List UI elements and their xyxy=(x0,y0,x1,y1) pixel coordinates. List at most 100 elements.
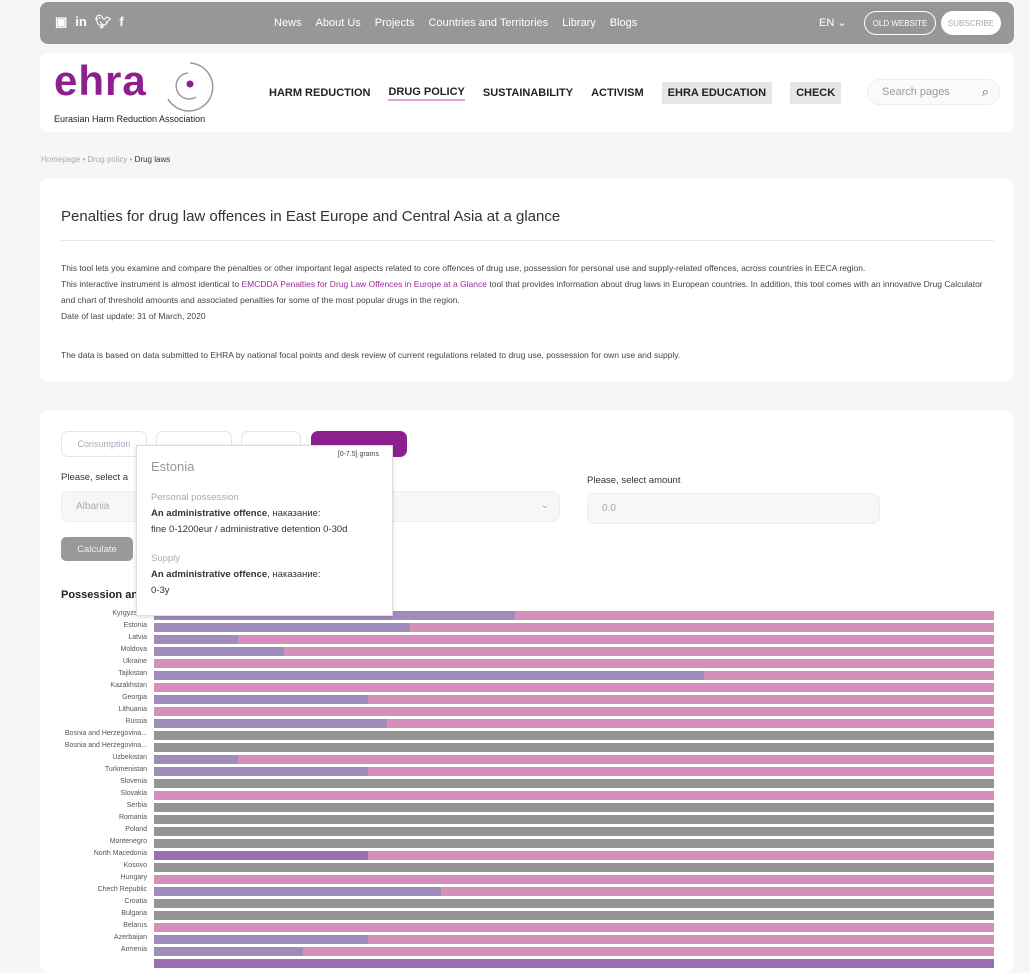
bar-pink-segment[interactable] xyxy=(238,755,994,764)
row-label: Tajikistan xyxy=(118,670,147,677)
linkedin-icon[interactable]: in xyxy=(75,14,87,29)
bar-gray-segment[interactable] xyxy=(154,863,994,872)
row-label: North Macedonia xyxy=(93,850,147,857)
bar-purple-segment[interactable] xyxy=(154,623,411,632)
row-label: Kyrgyzstan xyxy=(112,610,147,617)
bar-pink-segment[interactable] xyxy=(515,611,994,620)
nav-drug-policy[interactable]: DRUG POLICY xyxy=(388,86,465,101)
bar-pink-segment[interactable] xyxy=(154,791,994,800)
search-input[interactable]: Search pages ⌕ xyxy=(867,79,1000,105)
bar-gray-segment[interactable] xyxy=(154,779,994,788)
bar-gray-segment[interactable] xyxy=(154,731,994,740)
bar-pink-segment[interactable] xyxy=(368,767,994,776)
nav-activism[interactable]: ACTIVISM xyxy=(591,87,644,99)
tooltip-range: [0-7.5] grams xyxy=(337,451,379,458)
bar-gray-segment[interactable] xyxy=(154,815,994,824)
bar-pink-segment[interactable] xyxy=(154,923,994,932)
divider xyxy=(61,240,994,241)
logo[interactable]: ehra xyxy=(54,57,147,104)
intro-text-2a: This interactive instrument is almost id… xyxy=(61,279,242,289)
breadcrumb: Homepage • Drug policy • Drug laws xyxy=(41,155,171,164)
breadcrumb-homepage[interactable]: Homepage xyxy=(41,155,81,164)
row-label: Uzbekistan xyxy=(112,754,147,761)
bar-purple-segment[interactable] xyxy=(154,635,238,644)
bar-pink-segment[interactable] xyxy=(368,851,994,860)
bar-gray-segment[interactable] xyxy=(154,827,994,836)
nav-harm-reduction[interactable]: HARM REDUCTION xyxy=(269,87,371,99)
tooltip-supply-suffix: , наказание: xyxy=(267,569,321,580)
bar-pink-segment[interactable] xyxy=(154,659,994,668)
intro-card: Penalties for drug law offences in East … xyxy=(40,178,1014,382)
drug-calculator-card: Consumption Please, select a Albania ⌄ P… xyxy=(40,410,1014,973)
bar-purple-segment[interactable] xyxy=(154,947,303,956)
bar-pink-segment[interactable] xyxy=(410,623,994,632)
bar-purple-segment[interactable] xyxy=(154,719,387,728)
main-nav: HARM REDUCTION DRUG POLICY SUSTAINABILIT… xyxy=(269,82,842,104)
facebook-icon[interactable]: f xyxy=(119,14,124,29)
top-nav-projects[interactable]: Projects xyxy=(374,17,415,29)
bar-purple-segment[interactable] xyxy=(154,767,369,776)
bar-pink-segment[interactable] xyxy=(154,707,994,716)
bar-gray-segment[interactable] xyxy=(154,911,994,920)
bar-purple-segment[interactable] xyxy=(154,695,369,704)
row-label: Belarus xyxy=(123,922,147,929)
bar-purple-segment[interactable] xyxy=(154,671,705,680)
data-source-note: The data is based on data submitted to E… xyxy=(61,350,681,360)
chevron-down-icon: ⌄ xyxy=(540,500,549,511)
bar-pink-segment[interactable] xyxy=(154,875,994,884)
nav-check[interactable]: CHECK xyxy=(790,82,842,104)
row-label: Turkmenistan xyxy=(104,766,147,773)
nav-ehra-education[interactable]: EHRA EDUCATION xyxy=(661,82,773,104)
bar-pink-segment[interactable] xyxy=(386,719,994,728)
old-website-button[interactable]: OLD WEBSITE xyxy=(864,11,936,35)
twitter-icon[interactable]: 🐦︎ xyxy=(94,14,112,29)
row-label: Ukraine xyxy=(122,658,147,665)
breadcrumb-drug-policy[interactable]: Drug policy xyxy=(87,155,128,164)
bar-purple-segment[interactable] xyxy=(154,887,442,896)
bar-gray-segment[interactable] xyxy=(154,899,994,908)
bar-pink-segment[interactable] xyxy=(284,647,994,656)
top-nav-library[interactable]: Library xyxy=(562,17,596,29)
country-label: Please, select a xyxy=(61,472,129,483)
breadcrumb-current: Drug laws xyxy=(134,155,171,164)
row-label: Azerbaijan xyxy=(113,934,147,941)
amount-value: 0.0 xyxy=(602,503,616,514)
bar-gray-segment[interactable] xyxy=(154,803,994,812)
bar-gray-segment[interactable] xyxy=(154,839,994,848)
bar-purple-segment[interactable] xyxy=(154,755,238,764)
bar-pink-segment[interactable] xyxy=(154,683,994,692)
bar-pink-segment[interactable] xyxy=(441,887,994,896)
top-nav-countries[interactable]: Countries and Territories xyxy=(428,17,549,29)
bar-pink-segment[interactable] xyxy=(302,947,994,956)
search-icon[interactable]: ⌕ xyxy=(981,84,989,99)
amount-input[interactable]: 0.0 xyxy=(587,493,880,524)
youtube-icon[interactable]: ▣ xyxy=(55,14,68,29)
nav-sustainability[interactable]: SUSTAINABILITY xyxy=(482,87,574,99)
tab-consumption[interactable]: Consumption xyxy=(61,431,147,457)
emcdda-link[interactable]: EMCDDA Penalties for Drug Law Offences i… xyxy=(241,279,487,289)
bar-pink-segment[interactable] xyxy=(368,695,994,704)
row-label: Latvia xyxy=(128,634,147,641)
tooltip-possession-heading: Personal possession xyxy=(151,492,239,503)
bar-purple-segment[interactable] xyxy=(154,647,285,656)
bar-pink-segment[interactable] xyxy=(368,935,994,944)
top-nav-news[interactable]: News xyxy=(274,17,302,29)
top-nav-blogs[interactable]: Blogs xyxy=(609,17,638,29)
row-label: Romania xyxy=(118,814,147,821)
calculate-button[interactable]: Calculate xyxy=(61,537,133,561)
bar-pink-segment[interactable] xyxy=(704,671,994,680)
subscribe-button[interactable]: SUBSCRIBE xyxy=(941,11,1001,35)
logo-subtitle: Eurasian Harm Reduction Association xyxy=(54,114,206,124)
main-header: ehra Eurasian Harm Reduction Association… xyxy=(40,53,1014,132)
row-label: Croatia xyxy=(124,898,147,905)
row-label: Georgia xyxy=(122,694,147,701)
language-select[interactable]: EN ⌄ xyxy=(819,16,847,29)
bar-purple-segment[interactable] xyxy=(154,935,369,944)
bar-pink-segment[interactable] xyxy=(238,635,994,644)
bar-partial-row[interactable] xyxy=(154,959,994,968)
row-label: Slovenia xyxy=(120,778,147,785)
chevron-down-icon: ⌄ xyxy=(837,17,847,29)
bar-gray-segment[interactable] xyxy=(154,743,994,752)
bar-purple-segment[interactable] xyxy=(154,851,369,860)
top-nav-about[interactable]: About Us xyxy=(315,17,361,29)
